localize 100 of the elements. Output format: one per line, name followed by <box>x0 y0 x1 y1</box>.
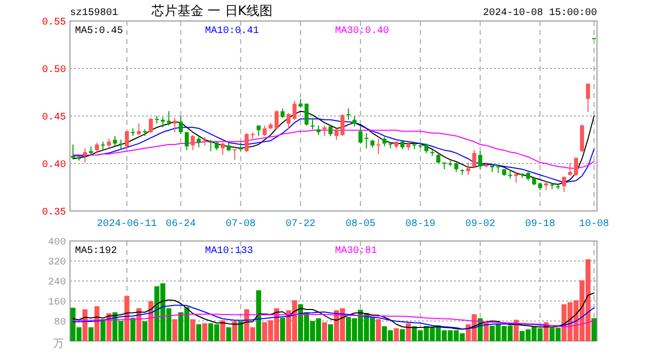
line-series <box>72 292 595 330</box>
x-tick-label: 09-02 <box>465 219 496 230</box>
candlestick <box>274 110 279 130</box>
candlestick <box>232 148 237 160</box>
bar <box>376 319 381 341</box>
bar <box>142 321 148 341</box>
chart-subtitle: sz159801 <box>70 8 118 19</box>
bar <box>88 327 94 341</box>
candlestick <box>586 83 590 113</box>
bar <box>280 318 286 341</box>
candlestick <box>376 138 380 154</box>
bar <box>124 296 130 341</box>
y-tick-label: 0.50 <box>42 65 66 76</box>
candlestick <box>262 125 267 136</box>
chart-title: 芯片基金 一 日K线图 <box>150 4 272 19</box>
candlestick <box>220 142 225 156</box>
x-tick-label: 08-19 <box>405 219 436 230</box>
candlestick <box>70 144 75 160</box>
candlestick <box>208 139 213 152</box>
bar <box>172 319 178 341</box>
candlestick <box>478 150 482 170</box>
candlestick <box>196 135 201 148</box>
candlestick <box>328 125 333 136</box>
candlestick <box>568 163 572 176</box>
text: MA5:0.45 <box>75 26 124 37</box>
bar <box>238 321 244 341</box>
line-series <box>72 314 595 328</box>
candlestick <box>412 141 416 150</box>
x-tick-label: 07-08 <box>226 219 256 230</box>
candlestick <box>514 172 518 183</box>
candlestick <box>118 139 123 150</box>
line-series <box>72 304 595 330</box>
candlestick <box>280 108 285 118</box>
candlestick <box>184 132 189 151</box>
candlestick <box>352 116 356 127</box>
candlestick <box>286 112 291 130</box>
bar <box>400 329 405 341</box>
y-tick-label: 0.55 <box>42 18 66 28</box>
text: MA30:81 <box>335 246 378 257</box>
candlestick <box>454 162 458 173</box>
bar <box>190 319 196 341</box>
candlestick <box>88 146 93 156</box>
bar <box>592 318 597 341</box>
bar <box>82 309 88 341</box>
candlestick <box>94 142 99 154</box>
y-tick-label: 80 <box>54 318 66 328</box>
y-tick-label: 400 <box>48 238 66 248</box>
candlestick <box>292 100 297 120</box>
bar <box>328 324 334 341</box>
y-tick-label: 0.35 <box>42 208 66 218</box>
y-tick-label: 160 <box>48 298 66 308</box>
candlestick <box>148 117 153 134</box>
text: MA10:0.41 <box>205 26 260 37</box>
candlestick <box>322 125 327 136</box>
candlestick <box>244 132 249 153</box>
candlestick <box>382 136 386 147</box>
bar <box>202 323 208 341</box>
x-tick-label: 08-05 <box>345 219 376 230</box>
candlestick <box>124 130 129 149</box>
x-tick-label: 2024-06-11 <box>96 219 157 230</box>
x-tick-label: 06-24 <box>166 219 196 230</box>
candlestick <box>304 103 309 126</box>
text: 2024-10-08 15:00:00 <box>482 8 597 19</box>
candlestick <box>400 139 404 150</box>
candlestick <box>340 114 344 136</box>
bar <box>394 328 399 341</box>
bar <box>256 290 262 341</box>
candlestick <box>256 125 261 136</box>
y-axis-title: 万 <box>53 337 64 350</box>
candlestick <box>472 150 476 169</box>
text: MA30:0.40 <box>335 26 390 37</box>
candlestick <box>310 117 315 130</box>
bar <box>322 322 328 341</box>
bar <box>100 319 106 341</box>
text: MA5:192 <box>75 246 118 257</box>
candlestick <box>436 154 440 164</box>
bar <box>94 306 100 341</box>
bar <box>220 320 226 341</box>
y-tick-label: 320 <box>48 258 66 268</box>
bar <box>226 327 232 341</box>
candlestick <box>424 143 428 154</box>
x-tick-label: 09-18 <box>525 219 556 230</box>
x-tick-label: 07-22 <box>286 219 316 230</box>
candlestick <box>562 176 566 192</box>
bar <box>130 318 136 341</box>
bar <box>484 322 489 341</box>
candlestick <box>190 134 195 151</box>
bar <box>232 321 238 341</box>
y-tick-label: 240 <box>48 278 66 288</box>
candlestick <box>574 157 578 176</box>
x-tick-label: 10-08 <box>579 219 610 230</box>
bar <box>196 324 202 341</box>
bar <box>136 308 142 341</box>
bar <box>406 323 411 341</box>
candlestick <box>346 108 350 120</box>
bar <box>148 301 154 341</box>
text: MA10:133 <box>205 246 254 257</box>
candlestick <box>136 123 141 136</box>
candlestick <box>178 116 183 135</box>
y-tick-label: 0.40 <box>42 160 66 171</box>
